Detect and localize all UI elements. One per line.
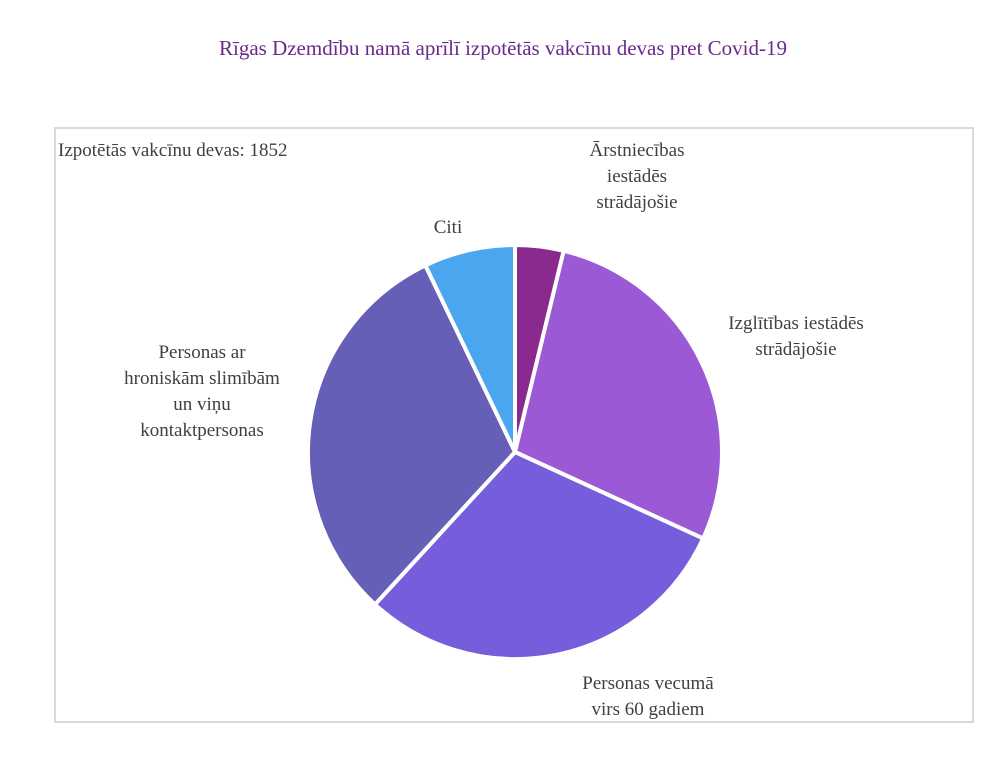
pie-slice bbox=[423, 243, 517, 454]
slice-label: Citi bbox=[434, 217, 463, 238]
pie-slice bbox=[372, 450, 706, 661]
pie-slice bbox=[306, 263, 517, 607]
chart-title: Rīgas Dzemdību namā aprīlī izpotētās vak… bbox=[218, 36, 787, 60]
total-doses-note: Izpotētās vakcīnu devas: 1852 bbox=[58, 140, 288, 161]
slice-label: Izglītības iestādēs strādājošie bbox=[728, 313, 864, 360]
slice-label: Personas vecumā virs 60 gadiem bbox=[582, 673, 714, 720]
pie-slice bbox=[513, 248, 724, 541]
chart-area bbox=[54, 127, 974, 723]
slice-label: Personas ar hroniskām slimībām un viņu kont… bbox=[124, 342, 280, 441]
slice-label: Ārstniecības iestādēs strādājošie bbox=[590, 140, 685, 213]
